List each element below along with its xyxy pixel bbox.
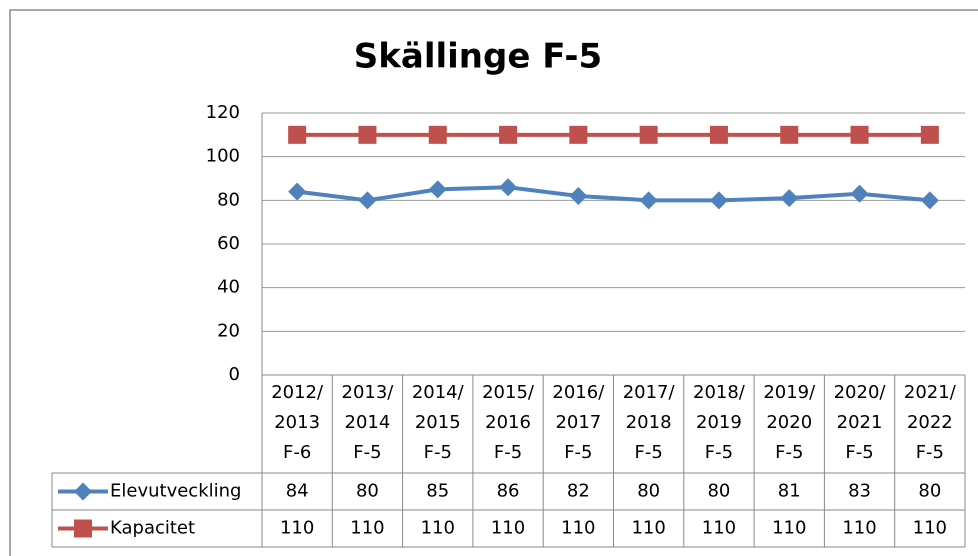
y-tick-label: 100 [206, 146, 240, 167]
y-tick-label: 40 [217, 277, 240, 298]
table-value: 110 [842, 518, 876, 539]
y-tick-label: 120 [206, 102, 240, 123]
table-value: 110 [280, 518, 314, 539]
table-value: 81 [778, 481, 801, 502]
table-value: 84 [286, 481, 309, 502]
table-value: 82 [567, 481, 590, 502]
table-value: 80 [918, 481, 941, 502]
marker [780, 189, 799, 208]
table-value: 83 [848, 481, 871, 502]
table-value: 80 [637, 481, 660, 502]
marker [428, 180, 447, 199]
chart-title: Skällinge F-5 [354, 37, 602, 77]
marker [920, 191, 939, 210]
x-tick-label: 2021/2022 F-5 [904, 382, 957, 463]
marker [358, 191, 377, 210]
marker [850, 125, 869, 144]
marker [850, 184, 869, 203]
x-tick-label: 2017/2018 F-5 [623, 382, 676, 463]
x-tick-label: 2015/2016 F-5 [482, 382, 535, 463]
marker [288, 125, 307, 144]
y-tick-label: 60 [217, 233, 240, 254]
table-value: 110 [350, 518, 384, 539]
table-value: 110 [772, 518, 806, 539]
marker [639, 191, 658, 210]
x-tick-label: 2018/2019 F-5 [693, 382, 746, 463]
table-value: 110 [702, 518, 736, 539]
legend-label: Kapacitet [110, 518, 195, 539]
series-line [296, 185, 931, 203]
legend-marker [74, 482, 92, 501]
marker [358, 125, 377, 144]
marker [288, 182, 307, 201]
legend-label: Elevutveckling [110, 481, 241, 502]
table-value: 110 [631, 518, 665, 539]
table-value: 110 [913, 518, 947, 539]
x-tick-label: 2012/2013 F-6 [271, 382, 324, 463]
table-value: 80 [356, 481, 379, 502]
table-value: 85 [426, 481, 449, 502]
legend-marker [74, 519, 92, 538]
y-tick-label: 0 [229, 364, 240, 385]
y-tick-label: 20 [217, 320, 240, 341]
marker [780, 125, 799, 144]
marker [920, 125, 939, 144]
marker [569, 125, 588, 144]
table-value: 110 [561, 518, 595, 539]
x-tick-label: 2020/2021 F-5 [834, 382, 887, 463]
x-tick-label: 2014/2015 F-5 [412, 382, 465, 463]
table-value: 110 [421, 518, 455, 539]
marker [639, 125, 658, 144]
x-tick-label: 2016/2017 F-5 [552, 382, 605, 463]
chart-border [9, 9, 978, 556]
y-tick-label: 80 [217, 189, 240, 210]
marker [709, 191, 728, 210]
table-value: 86 [497, 481, 520, 502]
table-value: 110 [491, 518, 525, 539]
marker [709, 125, 728, 144]
x-tick-label: 2019/2020 F-5 [763, 382, 816, 463]
marker [569, 186, 588, 205]
marker [499, 125, 518, 144]
x-tick-label: 2013/2014 F-5 [342, 382, 395, 463]
table-value: 80 [707, 481, 730, 502]
marker [428, 125, 447, 144]
marker [499, 178, 518, 197]
